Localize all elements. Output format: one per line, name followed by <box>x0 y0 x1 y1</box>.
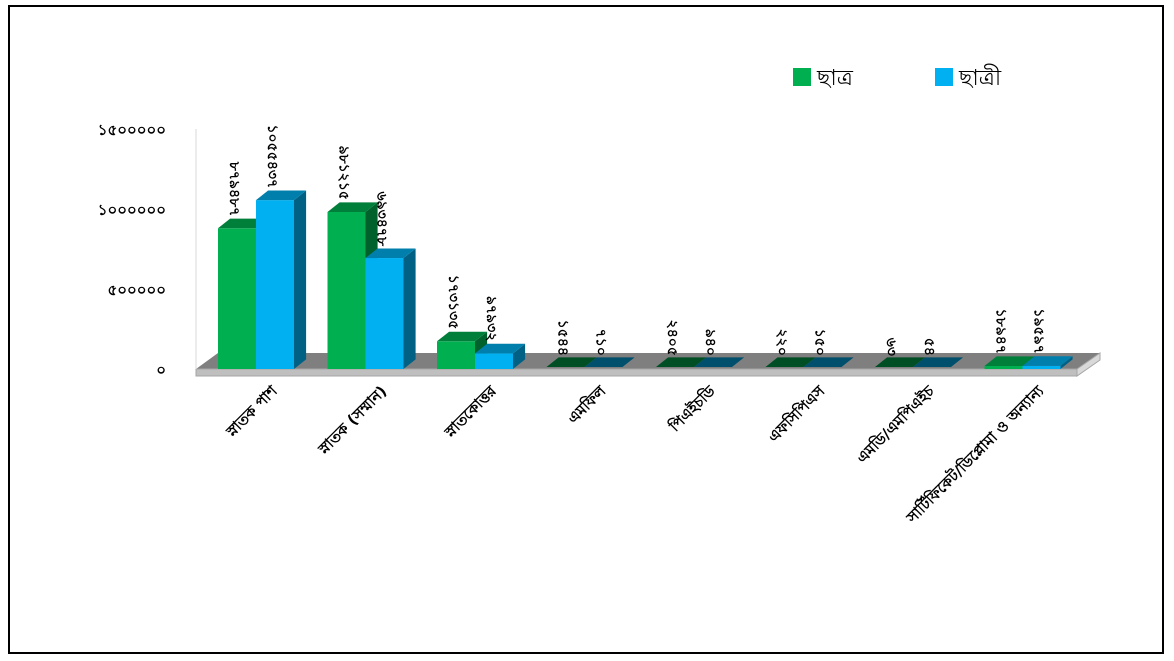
bar-top <box>875 357 926 367</box>
floor-front <box>195 368 1078 377</box>
bar-side <box>1060 356 1073 369</box>
legend-label-chhatro: ছাত্র <box>816 66 854 91</box>
y-tick-label: ১৫০০০০০ <box>98 121 166 139</box>
data-label: ১৫৪৪ <box>555 320 571 356</box>
data-label: ৭১০ <box>593 329 609 356</box>
bar-top <box>437 331 488 342</box>
bar-top <box>256 190 307 201</box>
legend-swatch-chhatri <box>935 68 953 86</box>
bar-top <box>475 343 526 354</box>
data-label: ২২০ <box>774 329 790 356</box>
bar-top <box>546 357 597 367</box>
legend-label-chhatri: ছাত্রী <box>958 64 1002 91</box>
data-label: ২৪০৫ <box>664 320 680 356</box>
category-label: স্নাতক (সম্মান) <box>314 382 390 458</box>
bar-front <box>327 212 366 369</box>
bars <box>218 190 1073 369</box>
bar-top <box>984 356 1035 366</box>
bar-top <box>694 357 745 367</box>
data-label: ১০৫৫৪৩৭ <box>264 124 280 188</box>
bar-front <box>1022 365 1061 369</box>
bar-top <box>913 357 964 367</box>
bar-top <box>218 218 269 229</box>
category-label: এমফিল <box>563 381 610 428</box>
legend-swatch-chhatro <box>793 68 811 86</box>
data-label: ১৯৫৯৭ <box>1031 308 1047 353</box>
data-label: ৬৩ <box>883 338 899 356</box>
legend: ছাত্র ছাত্রী <box>793 64 1002 91</box>
y-tick-label: ০ <box>156 361 166 379</box>
data-label: ১৫০ <box>812 329 828 356</box>
data-labels: ৮৭৯৪৮৭ ১০৫৫৪৩৭ ৯৮১২১৫ ৬৯৩৪৭৮ ১৭৩১৩৫ ৯৭৯৩২ ১৫৪৪… <box>226 124 1047 356</box>
y-tick-label: ৫০০০০০ <box>108 281 167 299</box>
bar-front <box>218 228 256 369</box>
bar-top <box>327 202 378 213</box>
x-axis-categories: স্নাতক পাশ স্নাতক (সম্মান) স্নাতকোত্তর এমফি… <box>222 381 1048 528</box>
bar-front <box>437 341 475 369</box>
data-label: ৯৮১২১৫ <box>336 145 352 200</box>
bar-top <box>365 248 416 259</box>
category-label: স্নাতক পাশ <box>222 381 282 441</box>
category-label: পিএইচডি <box>664 381 719 436</box>
bar-front <box>475 353 513 369</box>
y-tick-label: ১০০০০০০ <box>98 201 166 219</box>
floor-top <box>196 353 1100 369</box>
data-label: ৬৯৩৪৭৮ <box>374 191 390 246</box>
bar-side <box>294 190 307 369</box>
bar-side <box>513 343 526 369</box>
bar-top <box>765 357 816 367</box>
category-label: স্নাতকোত্তর <box>440 382 500 442</box>
category-label: এফসিপিএস <box>764 381 829 446</box>
bar-front <box>984 365 1023 369</box>
data-label: ১৭৩১৩৫ <box>445 275 461 330</box>
floor-side <box>1076 352 1101 377</box>
data-label: ১৮৯৪৭ <box>993 309 1009 354</box>
bar-top <box>584 357 635 367</box>
data-label: ৯৭৯৩২ <box>483 296 499 341</box>
bar-front <box>256 200 294 369</box>
bar-top <box>656 357 707 367</box>
data-label: ৯৪০ <box>702 329 718 356</box>
y-axis: ০ ৫০০০০০ ১০০০০০০ ১৫০০০০০ <box>98 121 197 379</box>
bar-top <box>803 357 854 367</box>
chart-floor <box>195 352 1101 377</box>
chart-frame <box>8 5 1164 654</box>
data-label: ৫৪ <box>921 338 937 356</box>
category-label: এমডি/এমপিএইচ <box>852 381 938 467</box>
data-label: ৮৭৯৪৮৭ <box>226 161 242 217</box>
bar-front <box>365 258 404 369</box>
bar-side <box>403 248 416 369</box>
bar-top <box>1022 356 1073 366</box>
